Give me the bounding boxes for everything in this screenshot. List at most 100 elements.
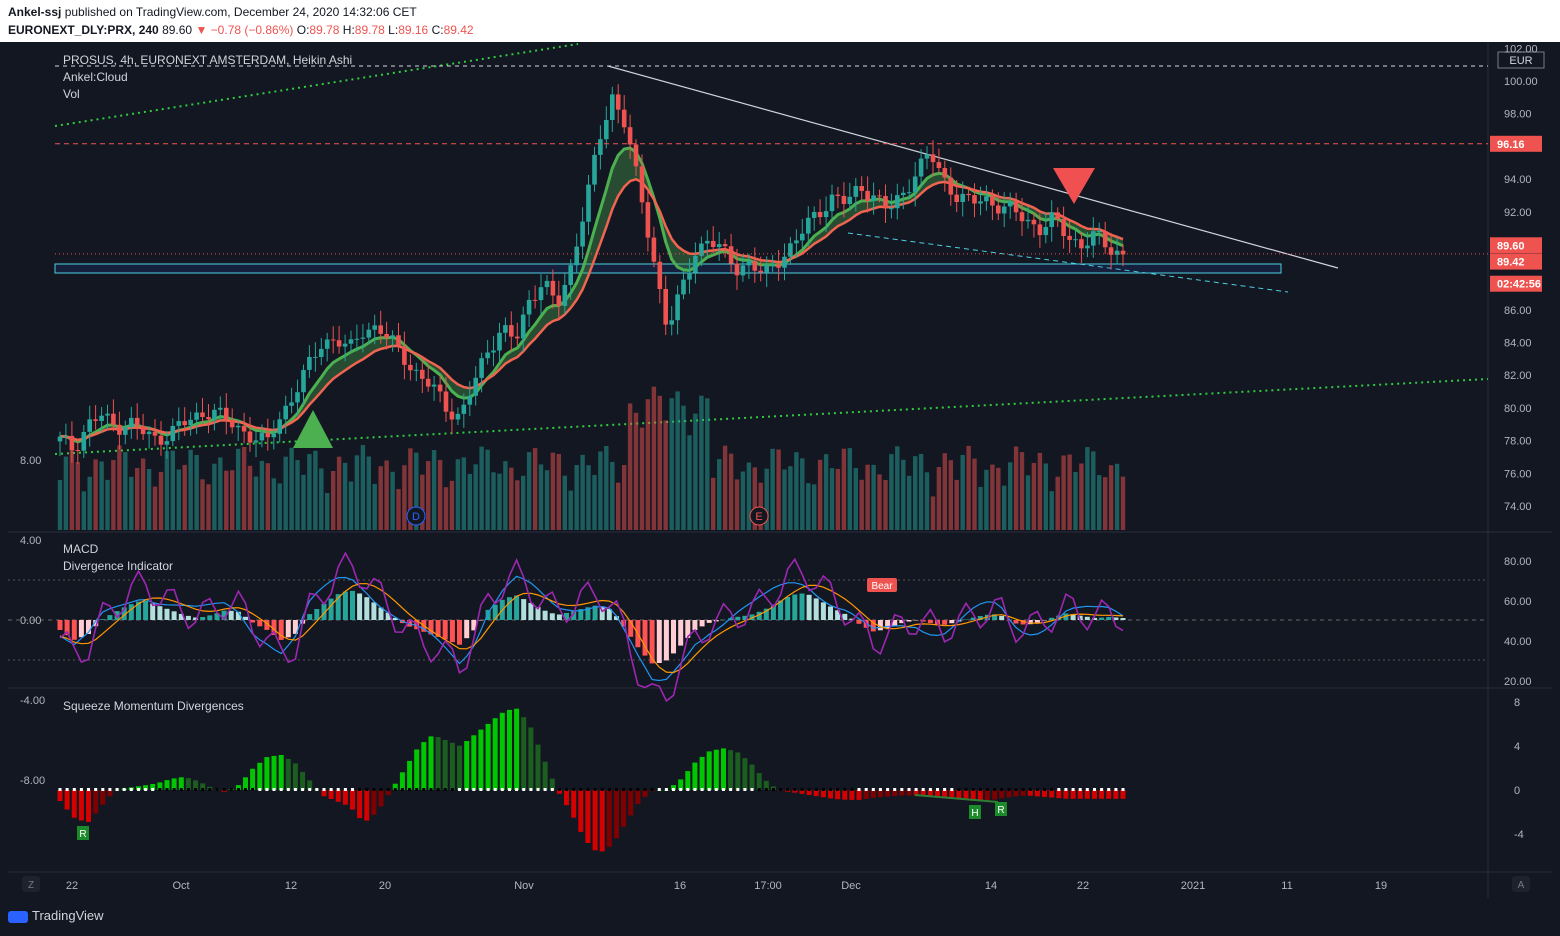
candle-body [336, 340, 342, 347]
candle-body [129, 417, 134, 428]
candle-body [817, 212, 823, 218]
squeeze-bar [828, 790, 833, 799]
candle-body [212, 409, 217, 420]
candle-body [81, 432, 87, 451]
squeeze-dot [329, 788, 333, 791]
chart-svg[interactable]: D E PROSUS, 4h, EURONEXT AMSTERDAM, Heik… [8, 42, 1552, 898]
squeeze-bar [250, 768, 256, 790]
squeeze-dot [372, 788, 376, 791]
candle-body [705, 240, 710, 244]
volume-bar [218, 457, 223, 530]
upper-trend-dotted[interactable] [54, 43, 579, 127]
squeeze-dot [415, 788, 419, 791]
candle-body [740, 265, 746, 276]
candle-body [277, 419, 282, 434]
volume-bar [622, 465, 627, 530]
macd-bar [614, 616, 619, 620]
squeeze-dot [358, 788, 362, 791]
squeeze-dot [1007, 788, 1011, 791]
macd-bar [164, 608, 170, 620]
earnings-event-icon[interactable] [749, 506, 769, 526]
candle-body [782, 256, 787, 268]
candle-body [954, 194, 959, 202]
squeeze-bar [1092, 790, 1097, 799]
squeeze-bar [257, 762, 263, 790]
volume-bar [1055, 476, 1060, 530]
volume-bar [1031, 463, 1037, 530]
squeeze-dot [736, 788, 740, 791]
squeeze-bar [1063, 790, 1069, 799]
volume-bar [485, 449, 490, 530]
price-axis[interactable]: 102.00 100.00 98.00 94.00 92.00 86.00 84.00 82.… [1490, 43, 1542, 513]
squeeze-bar [1020, 790, 1026, 796]
publisher-name[interactable]: Ankel-ssj [8, 5, 62, 19]
macd-title[interactable]: MACD [63, 542, 99, 556]
dividend-event-icon[interactable] [406, 506, 426, 526]
macd-bar [114, 611, 120, 620]
squeeze-tick: -4 [1514, 829, 1524, 841]
volume-bar [455, 459, 461, 530]
squeeze-bar [927, 790, 933, 797]
macd-bar [464, 620, 470, 639]
tradingview-logo[interactable]: TradingView [8, 908, 104, 923]
rsi-axis[interactable]: 80.00 60.00 40.00 20.00 8 4 0 -4 [1504, 556, 1532, 841]
squeeze-bar [478, 729, 484, 790]
volume-bar [521, 475, 526, 530]
auto-scale-button[interactable] [1512, 876, 1530, 892]
candle-body [224, 407, 229, 420]
candle-body [930, 154, 936, 163]
divergence-title[interactable]: Divergence Indicator [63, 559, 173, 573]
candle-body [283, 405, 288, 420]
squeeze-dot [450, 788, 454, 791]
macd-bar [642, 620, 648, 656]
candle-body [123, 427, 128, 435]
macd-bar [136, 601, 141, 620]
candle-body [1091, 231, 1096, 246]
time-axis[interactable]: 22 Oct 12 20 Nov 16 17:00 Dec 14 22 2021 11 19 [66, 880, 1387, 892]
candle-body [366, 329, 372, 338]
squeeze-bar [457, 745, 462, 790]
squeeze-title[interactable]: Squeeze Momentum Divergences [63, 699, 244, 713]
chart-container[interactable]: D E PROSUS, 4h, EURONEXT AMSTERDAM, Heik… [8, 42, 1552, 898]
macd-bar [870, 620, 876, 632]
macd-bar [977, 616, 983, 620]
candle-body [693, 255, 698, 273]
squeeze-dot [293, 788, 297, 791]
macd-bar [307, 614, 313, 620]
macd-bar [193, 617, 199, 620]
macd-bar [157, 606, 163, 620]
candle-body [467, 395, 473, 405]
candle-body [117, 424, 122, 435]
volume-bar [776, 449, 781, 530]
descending-trendline[interactable] [607, 65, 1339, 269]
squeeze-bar [235, 785, 241, 790]
cloud-legend[interactable]: Ankel:Cloud [63, 70, 128, 84]
support-zone-box[interactable] [54, 263, 1282, 274]
squeeze-dot [1093, 788, 1096, 791]
lower-trend-dotted[interactable] [54, 378, 1489, 455]
volume-bar [140, 458, 146, 530]
squeeze-bar [300, 771, 306, 790]
squeeze-bar [806, 790, 812, 795]
vol-legend[interactable]: Vol [63, 87, 80, 101]
volume-bar [1002, 485, 1007, 530]
volume-bar [865, 464, 870, 530]
candle-body [550, 280, 556, 296]
squeeze-dot [201, 788, 205, 791]
cyan-dashed-line[interactable] [847, 232, 1289, 293]
header-bar: Ankel-ssj published on TradingView.com, … [0, 0, 1560, 42]
squeeze-dot [165, 788, 169, 791]
macd-bar [656, 620, 662, 663]
squeeze-bar [64, 790, 70, 810]
squeeze-bar [399, 772, 405, 790]
squeeze-bar [721, 748, 726, 790]
candle-body [669, 320, 674, 325]
buy-triangle-icon [293, 410, 333, 448]
currency-box[interactable] [1497, 51, 1545, 69]
squeeze-bar [599, 790, 605, 852]
squeeze-dot [458, 788, 461, 791]
zoom-button[interactable] [22, 876, 40, 892]
left-axis[interactable]: 8.00 4.00 0.00 -4.00 -8.00 [20, 455, 45, 787]
macd-bar [756, 611, 762, 620]
candle-body [615, 94, 621, 110]
